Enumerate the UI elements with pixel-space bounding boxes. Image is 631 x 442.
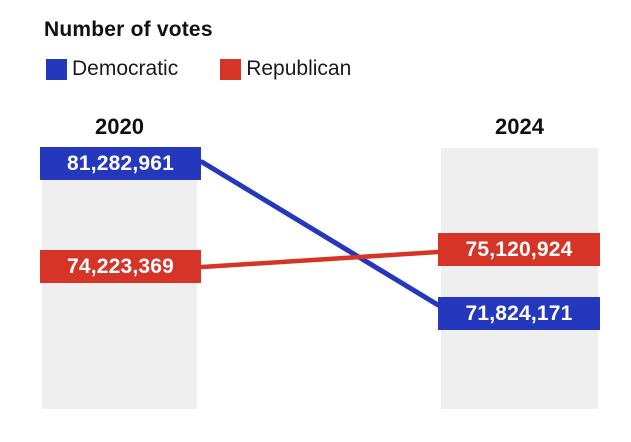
legend-item-republican: Republican: [220, 57, 351, 81]
republican-swatch-icon: [220, 58, 242, 80]
value-label-democratic-2024: 71,824,171: [438, 297, 600, 330]
column-header-2024: 2024: [495, 114, 544, 139]
column-header-2020: 2020: [95, 114, 144, 139]
value-label-republican-2024: 75,120,924: [438, 233, 600, 266]
value-label-democratic-2020: 81,282,961: [40, 147, 201, 180]
legend-item-democratic: Democratic: [46, 57, 178, 81]
republican-slope-line: [199, 249, 441, 270]
value-label-republican-2020: 74,223,369: [40, 250, 201, 283]
democratic-swatch-icon: [46, 58, 67, 80]
legend-label-republican: Republican: [246, 57, 352, 80]
column-band-2024: [441, 148, 598, 409]
democratic-slope-line: [199, 159, 441, 308]
legend-label-democratic: Democratic: [72, 57, 179, 80]
legend: Democratic Republican: [46, 57, 351, 81]
chart-title: Number of votes: [44, 18, 213, 41]
